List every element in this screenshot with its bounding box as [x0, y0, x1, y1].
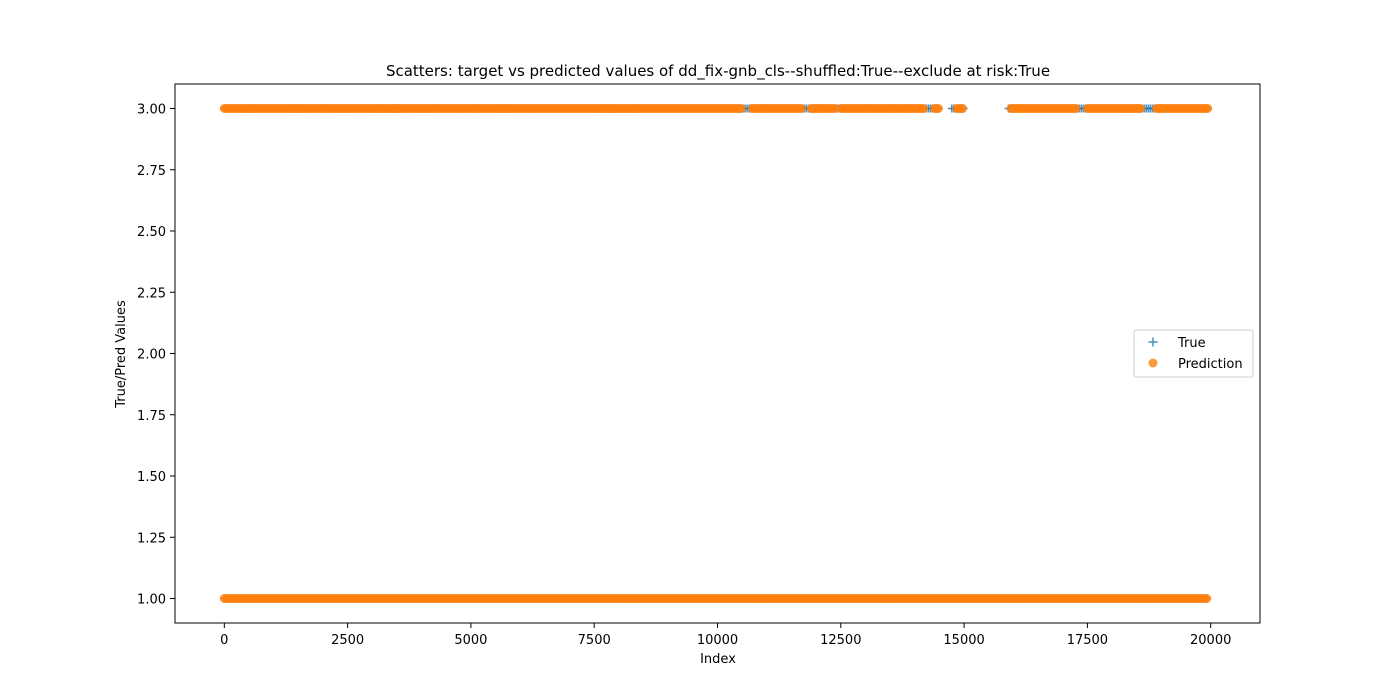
- series-prediction: [219, 104, 1213, 603]
- data-point-prediction: [1136, 104, 1146, 113]
- data-point-prediction: [796, 104, 806, 113]
- x-tick-label: 5000: [454, 633, 487, 648]
- series-true: [220, 104, 1212, 603]
- y-tick-label: 1.00: [137, 593, 166, 608]
- y-axis-title: True/Pred Values: [114, 300, 129, 409]
- data-point-prediction: [1203, 104, 1213, 113]
- plot-frame: [174, 83, 1261, 624]
- x-tick-label: 2500: [331, 633, 364, 648]
- x-tick-label: 7500: [578, 633, 611, 648]
- y-tick-label: 1.75: [137, 409, 166, 424]
- y-tick-label: 2.75: [137, 164, 166, 179]
- x-tick-label: 10000: [697, 633, 738, 648]
- x-tick-label: 0: [220, 633, 228, 648]
- y-tick-label: 2.25: [137, 286, 166, 301]
- data-point-prediction: [919, 104, 929, 113]
- legend-label-prediction: Prediction: [1178, 357, 1243, 372]
- legend-marker-true: [1148, 337, 1158, 347]
- x-tick-label: 17500: [1067, 633, 1108, 648]
- y-tick-label: 2.00: [137, 348, 166, 363]
- data-point-prediction: [958, 104, 968, 113]
- plot-area: [219, 104, 1213, 603]
- x-tick-label: 15000: [943, 633, 984, 648]
- x-axis-title: Index: [700, 652, 736, 667]
- data-point-prediction: [1202, 594, 1212, 603]
- legend-label-true: True: [1177, 336, 1206, 351]
- y-axis: 1.00 1.25 1.50 1.75 2.00 2.25 2.50 2.75 3.00: [137, 103, 175, 608]
- legend: True Prediction: [1133, 329, 1254, 378]
- legend-box: [1133, 329, 1254, 378]
- y-tick-label: 1.50: [137, 470, 166, 485]
- x-axis: 0 2500 5000 7500 10000 12500 15000 17500 20000: [220, 623, 1231, 648]
- y-tick-label: 2.50: [137, 225, 166, 240]
- chart-title: Scatters: target vs predicted values of …: [386, 62, 1050, 81]
- legend-marker-prediction: [1148, 358, 1158, 368]
- y-tick-label: 1.25: [137, 531, 166, 546]
- data-point-prediction: [1071, 104, 1081, 113]
- data-point-prediction: [736, 104, 746, 113]
- x-tick-label: 12500: [820, 633, 861, 648]
- data-point-prediction: [933, 104, 943, 113]
- y-tick-label: 3.00: [137, 103, 166, 118]
- x-tick-label: 20000: [1190, 633, 1231, 648]
